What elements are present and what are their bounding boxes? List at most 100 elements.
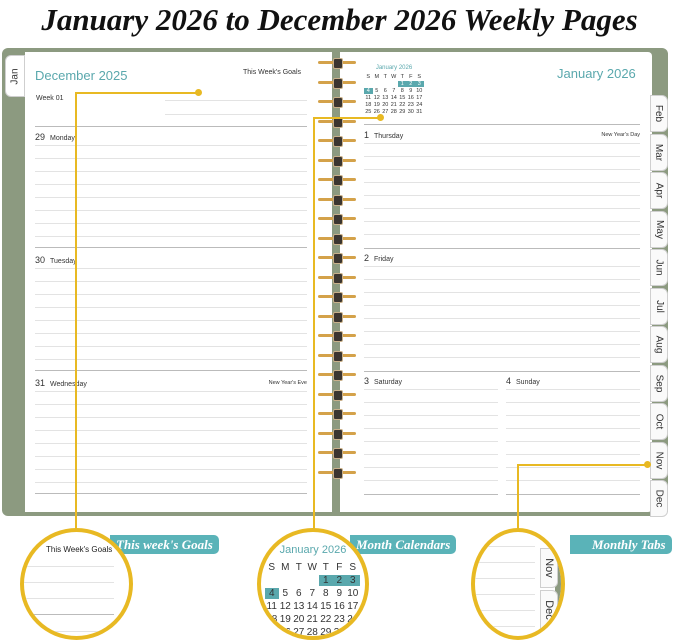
tab-nov[interactable]: Nov [650, 441, 668, 479]
header-divider [364, 124, 640, 125]
calendar-date: 15 [399, 95, 406, 101]
writing-line [364, 208, 640, 209]
ring-hole [333, 331, 343, 342]
writing-line [35, 482, 307, 483]
writing-line [364, 454, 498, 455]
writing-line [24, 598, 114, 599]
calendar-date: 6 [295, 588, 302, 599]
day-header: 1 Thursday New Year's Day [364, 130, 640, 140]
zoom-calendar-title: January 2026 [279, 544, 347, 556]
tab-jan[interactable]: Jan [5, 55, 25, 97]
month-title: January 2026 [557, 66, 636, 81]
callout-line [313, 117, 315, 530]
writing-line [35, 391, 307, 392]
callout-line [75, 92, 77, 530]
tab-may[interactable]: May [650, 210, 668, 248]
writing-line [364, 279, 640, 280]
calendar-date: 9 [336, 588, 343, 599]
calendar-date: 1 [319, 575, 333, 586]
tab-jun[interactable]: Jun [650, 249, 668, 286]
calendar-date: 26 [279, 627, 291, 638]
goal-line [165, 100, 307, 101]
weekday-label: S [268, 562, 276, 573]
tabs-callout-label: Monthly Tabs [570, 535, 672, 554]
calendar-date: 1 [398, 81, 407, 87]
calendar-date: 10 [347, 588, 359, 599]
day-divider [506, 494, 640, 495]
calendar-date: 19 [373, 102, 380, 108]
spiral-ring [318, 292, 356, 304]
calendar-date: 17 [416, 95, 423, 101]
calendar-date: 4 [265, 588, 279, 599]
tab-sep[interactable]: Sep [650, 364, 668, 402]
writing-line [364, 305, 640, 306]
zoom-tab-nov: Nov [540, 548, 558, 588]
tab-label: Jan [9, 67, 21, 85]
writing-line [364, 182, 640, 183]
day-header: 31 Wednesday New Year's Eve [35, 378, 307, 388]
tab-label: Oct [653, 413, 665, 430]
day-number: 4 [506, 376, 512, 386]
callout-line [313, 117, 381, 119]
tab-jul[interactable]: Jul [650, 287, 668, 325]
day-note: New Year's Day [601, 132, 640, 138]
calendar-date: 27 [382, 109, 389, 115]
tab-feb[interactable]: Feb [650, 95, 668, 132]
calendar-date [292, 575, 306, 586]
writing-line [506, 467, 640, 468]
writing-line [35, 320, 307, 321]
header-divider [35, 126, 307, 127]
day-divider [35, 247, 307, 248]
weekday-label: W [307, 562, 317, 573]
spiral-ring [318, 331, 356, 343]
ring-hole [333, 409, 343, 420]
writing-line [364, 344, 640, 345]
calendar-date: 20 [382, 102, 389, 108]
goal-line [165, 114, 307, 115]
calendar-date [373, 81, 382, 87]
calendar-date [306, 575, 320, 586]
callout-dot [644, 461, 651, 468]
spiral-ring [318, 136, 356, 148]
writing-line [506, 441, 640, 442]
ring-hole [333, 233, 343, 245]
calendar-date: 16 [333, 601, 345, 612]
calendar-date: 2 [332, 575, 346, 586]
writing-line [364, 195, 640, 196]
writing-line [475, 610, 535, 611]
ring-hole [333, 194, 343, 206]
day-name: Tuesday [50, 258, 77, 265]
writing-line [506, 402, 640, 403]
weekday-label: F [409, 74, 413, 80]
week-number: Week 01 [36, 95, 64, 102]
tab-oct[interactable]: Oct [650, 403, 668, 440]
day-number: 29 [35, 132, 46, 142]
writing-line [364, 331, 640, 332]
ring-hole [333, 214, 343, 225]
weekday-label: T [400, 74, 404, 80]
calendar-date: 23 [333, 614, 345, 625]
writing-line [506, 454, 640, 455]
tab-label: Mar [653, 143, 665, 161]
spiral-ring [318, 77, 356, 90]
writing-line [24, 631, 114, 632]
writing-line [35, 469, 307, 470]
day-name: Monday [50, 135, 75, 142]
writing-line [364, 467, 498, 468]
writing-line [475, 562, 535, 563]
goals-callout-label: This week's Goals [110, 535, 219, 554]
day-name: Sunday [516, 379, 540, 386]
calendar-date: 31 [416, 109, 423, 115]
tab-mar[interactable]: Mar [650, 133, 668, 171]
tab-label: Sep [653, 374, 665, 392]
tab-dec[interactable]: Dec [650, 480, 668, 517]
spiral-ring [318, 311, 356, 324]
tab-label: Jul [653, 299, 665, 313]
writing-line [364, 143, 640, 144]
tab-label: Nov [543, 558, 555, 578]
tab-apr[interactable]: Apr [650, 172, 668, 209]
calendar-date: 15 [320, 601, 332, 612]
tab-aug[interactable]: Aug [650, 326, 668, 363]
ring-hole [333, 467, 343, 479]
ring-hole [333, 136, 343, 147]
